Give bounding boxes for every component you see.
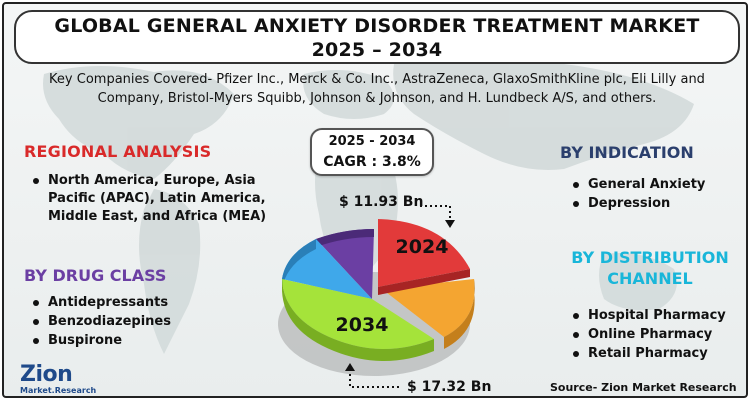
market-value-end: $ 17.32 Bn bbox=[407, 379, 492, 395]
distribution-channel-heading: BY DISTRIBUTION CHANNEL bbox=[571, 248, 729, 288]
regional-analysis-heading: REGIONAL ANALYSIS bbox=[24, 142, 212, 161]
regional-list: North America, Europe, Asia Pacific (APA… bbox=[30, 172, 270, 227]
pie-side-blue bbox=[282, 239, 316, 289]
list-item: Retail Pharmacy bbox=[570, 345, 740, 363]
zion-logo: Zion Market.Research bbox=[20, 362, 97, 396]
list-item: Depression bbox=[570, 195, 740, 213]
arrow-bottom bbox=[349, 369, 402, 388]
list-item: North America, Europe, Asia Pacific (APA… bbox=[30, 172, 270, 226]
list-item: Online Pharmacy bbox=[570, 326, 740, 344]
pie-side-green bbox=[282, 279, 434, 361]
source-text: Source- Zion Market Research bbox=[550, 381, 737, 394]
pie-slice-green bbox=[282, 279, 434, 349]
pie-illustration: 2024 2034 bbox=[278, 219, 475, 376]
list-item: Antidepressants bbox=[30, 294, 250, 312]
page-subtitle-years: 2025 – 2034 bbox=[311, 39, 443, 61]
pie-slice-red bbox=[378, 219, 470, 287]
pie-slice-purple bbox=[316, 229, 374, 299]
key-companies-text: Key Companies Covered- Pfizer Inc., Merc… bbox=[49, 72, 705, 106]
cagr-years: 2025 - 2034 bbox=[328, 134, 416, 149]
drug-class-list: Antidepressants Benzodiazepines Buspiron… bbox=[30, 294, 250, 351]
pie-side-purple bbox=[316, 229, 374, 247]
page-title: GLOBAL GENERAL ANXIETY DISORDER TREATMEN… bbox=[54, 15, 700, 37]
distribution-list: Hospital Pharmacy Online Pharmacy Retail… bbox=[570, 307, 740, 364]
market-value-start: $ 11.93 Bn bbox=[339, 194, 424, 210]
arrow-bottom-head bbox=[345, 363, 355, 371]
list-item: General Anxiety bbox=[570, 176, 740, 194]
list-item: Buspirone bbox=[30, 332, 250, 350]
pie-label-2024: 2024 bbox=[396, 236, 449, 258]
arrow-top-head bbox=[445, 220, 455, 228]
cagr-value: CAGR : 3.8% bbox=[323, 154, 421, 170]
logo-name: Zion bbox=[20, 362, 73, 387]
pie-slice-orange bbox=[382, 279, 475, 337]
arrow-top bbox=[420, 205, 451, 222]
drug-class-heading: BY DRUG CLASS bbox=[24, 266, 167, 285]
pie-side-orange bbox=[444, 279, 475, 349]
pie-label-2034: 2034 bbox=[336, 314, 389, 336]
list-item: Benzodiazepines bbox=[30, 313, 250, 331]
indication-heading: BY INDICATION bbox=[560, 143, 694, 162]
indication-list: General Anxiety Depression bbox=[570, 176, 740, 214]
list-item: Hospital Pharmacy bbox=[570, 307, 740, 325]
pie-side-red bbox=[378, 269, 470, 295]
logo-subtitle: Market.Research bbox=[20, 386, 97, 395]
value-arrows bbox=[345, 205, 455, 388]
cagr-box: 2025 - 2034 CAGR : 3.8% bbox=[310, 128, 434, 176]
title-box: GLOBAL GENERAL ANXIETY DISORDER TREATMEN… bbox=[14, 10, 740, 64]
